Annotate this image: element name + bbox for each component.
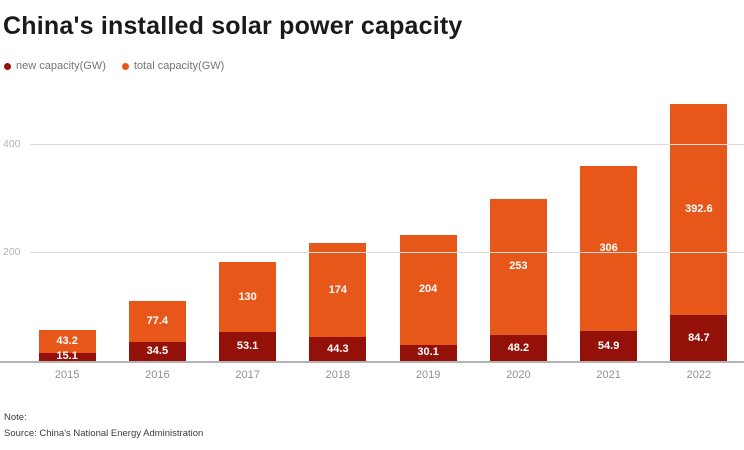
stacked-bar-2017: 130 53.1 xyxy=(219,262,277,361)
y-tick-label-200: 200 xyxy=(3,246,21,259)
legend-label-total-capacity: total capacity(GW) xyxy=(133,60,225,72)
stacked-bar-2016: 77.4 34.5 xyxy=(128,300,186,361)
legend-label-new-capacity: new capacity(GW) xyxy=(16,60,106,72)
legend-dot-total-capacity-icon xyxy=(121,62,129,70)
x-tick-label-2021: 2021 xyxy=(596,369,621,381)
total-capacity-segment-2017: 130 xyxy=(219,262,277,333)
stacked-bar-2015: 43.2 15.1 xyxy=(38,329,96,363)
bar-group-2018: 174 44.3 xyxy=(293,101,383,361)
new-capacity-value-label: 34.5 xyxy=(146,345,169,358)
total-capacity-segment-2015: 43.2 xyxy=(38,329,96,353)
bar-group-2021: 306 54.9 xyxy=(564,101,654,361)
new-capacity-value-label: 44.3 xyxy=(327,342,349,355)
total-capacity-value-label: 174 xyxy=(328,283,348,296)
legend-item-new-capacity: new capacity(GW) xyxy=(4,60,106,72)
new-capacity-value-label: 84.7 xyxy=(688,331,710,344)
new-capacity-segment-2022: 84.7 xyxy=(670,315,728,361)
new-capacity-segment-2021: 54.9 xyxy=(580,331,638,361)
total-capacity-value-label: 77.4 xyxy=(146,315,169,328)
note-block: Note: Source: China's National Energy Ad… xyxy=(4,410,203,442)
stacked-bar-2020: 253 48.2 xyxy=(489,198,547,361)
new-capacity-segment-2020: 48.2 xyxy=(489,335,547,361)
total-capacity-segment-2022: 392.6 xyxy=(670,103,728,316)
total-capacity-value-label: 253 xyxy=(509,260,528,273)
stacked-bar-2022: 392.6 84.7 xyxy=(670,103,728,361)
total-capacity-value-label: 306 xyxy=(599,242,618,255)
x-axis-labels: 2015 2016 2017 2018 2019 2020 2021 2022 xyxy=(22,369,744,381)
x-tick-label-2020: 2020 xyxy=(506,369,531,381)
bar-group-2022: 392.6 84.7 xyxy=(654,101,744,361)
new-capacity-segment-2017: 53.1 xyxy=(219,332,277,361)
note-label: Note: xyxy=(4,412,27,423)
new-capacity-value-label: 54.9 xyxy=(597,339,620,352)
bar-group-2020: 253 48.2 xyxy=(473,101,563,361)
bar-group-2019: 204 30.1 xyxy=(383,101,473,361)
total-capacity-segment-2018: 174 xyxy=(309,243,367,338)
total-capacity-segment-2020: 253 xyxy=(489,198,547,335)
bar-group-2015: 43.2 15.1 xyxy=(22,101,112,363)
x-tick-label-2019: 2019 xyxy=(415,369,441,381)
chart-title: China's installed solar power capacity xyxy=(3,12,463,40)
new-capacity-value-label: 53.1 xyxy=(236,340,259,353)
total-capacity-value-label: 43.2 xyxy=(56,334,78,347)
x-tick-label-2016: 2016 xyxy=(145,369,170,381)
gridline-200 xyxy=(30,252,744,254)
x-tick-label-2022: 2022 xyxy=(686,369,712,381)
legend-item-total-capacity: total capacity(GW) xyxy=(121,60,225,72)
source-label: Source: China's National Energy Administ… xyxy=(4,428,204,439)
bar-group-2016: 77.4 34.5 xyxy=(112,101,202,361)
total-capacity-value-label: 204 xyxy=(418,283,438,296)
new-capacity-value-label: 30.1 xyxy=(417,346,439,359)
total-capacity-segment-2021: 306 xyxy=(580,166,638,332)
y-tick-label-400: 400 xyxy=(3,138,21,151)
legend: new capacity(GW) total capacity(GW) xyxy=(4,60,224,72)
x-tick-label-2015: 2015 xyxy=(54,369,80,381)
bars-container: 43.2 15.1 77.4 34.5 130 53.1 174 44.3 204 30.1 253… xyxy=(22,101,744,363)
total-capacity-value-label: 130 xyxy=(238,290,257,303)
new-capacity-value-label: 15.1 xyxy=(56,350,78,363)
new-capacity-segment-2018: 44.3 xyxy=(309,337,367,361)
plot-area: 43.2 15.1 77.4 34.5 130 53.1 174 44.3 204 30.1 253… xyxy=(0,101,744,363)
gridline-400 xyxy=(30,144,744,146)
total-capacity-value-label: 392.6 xyxy=(685,202,713,215)
new-capacity-segment-2015: 15.1 xyxy=(38,350,96,363)
new-capacity-segment-2016: 34.5 xyxy=(128,342,186,361)
x-tick-label-2017: 2017 xyxy=(235,369,260,381)
stacked-bar-2018: 174 44.3 xyxy=(309,243,367,361)
new-capacity-segment-2019: 30.1 xyxy=(399,344,457,361)
x-axis-line xyxy=(0,361,744,363)
new-capacity-value-label: 48.2 xyxy=(507,341,530,354)
stacked-bar-2019: 204 30.1 xyxy=(399,234,457,361)
stacked-bar-2021: 306 54.9 xyxy=(580,166,638,361)
bar-group-2017: 130 53.1 xyxy=(203,101,293,361)
legend-dot-new-capacity-icon xyxy=(4,62,11,70)
x-tick-label-2018: 2018 xyxy=(325,369,351,381)
total-capacity-segment-2016: 77.4 xyxy=(128,300,186,343)
